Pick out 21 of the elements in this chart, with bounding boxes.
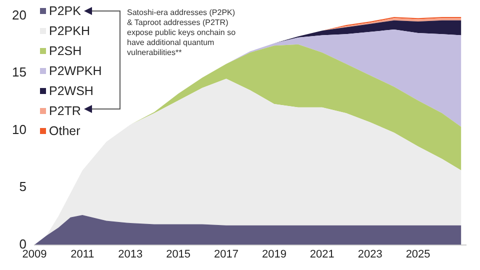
y-tick-label: 20	[12, 7, 26, 22]
legend-label: P2WSH	[49, 84, 94, 98]
y-tick-label: 10	[12, 122, 26, 137]
y-tick-label: 5	[19, 179, 26, 194]
x-tick-label: 2025	[406, 248, 430, 260]
legend-label: P2TR	[49, 104, 81, 118]
legend-label: P2WPKH	[49, 64, 102, 78]
y-tick-label: 15	[12, 64, 26, 80]
x-tick-label: 2019	[262, 248, 286, 260]
x-tick-label: 2017	[214, 248, 238, 260]
x-tick-label: 2023	[358, 248, 382, 260]
legend-label: Other	[49, 124, 80, 138]
x-tick-label: 2021	[310, 248, 334, 260]
annotation: Satoshi-era addresses (P2PK) & Taproot addresses (P2TR) expose public keys onchain so have additional quantum vulnerabilities**	[127, 8, 237, 58]
x-tick-label: 2015	[166, 248, 191, 260]
legend-label: P2PK	[49, 4, 81, 18]
x-tick-label: 2009	[22, 248, 47, 260]
legend-label: P2PKH	[49, 24, 90, 38]
x-tick-label: 2013	[118, 248, 143, 260]
x-tick-label: 2011	[70, 248, 94, 260]
legend-label: P2SH	[49, 44, 82, 58]
